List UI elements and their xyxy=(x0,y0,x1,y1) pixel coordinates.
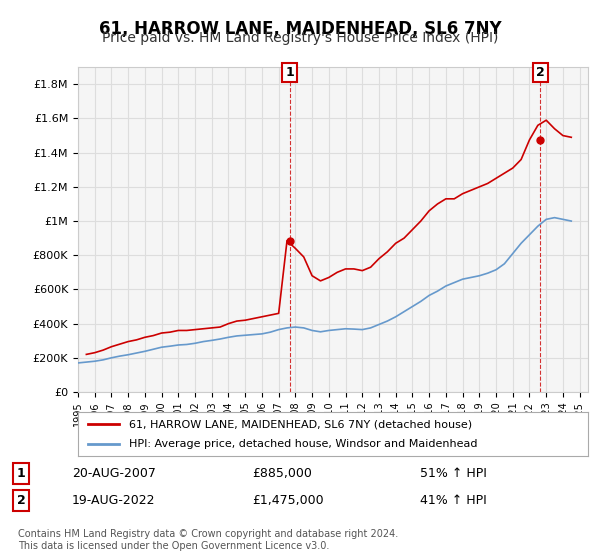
Text: £1,475,000: £1,475,000 xyxy=(252,494,323,507)
Text: 51% ↑ HPI: 51% ↑ HPI xyxy=(420,467,487,480)
Text: 61, HARROW LANE, MAIDENHEAD, SL6 7NY: 61, HARROW LANE, MAIDENHEAD, SL6 7NY xyxy=(98,20,502,38)
Text: 2: 2 xyxy=(536,66,545,79)
Text: HPI: Average price, detached house, Windsor and Maidenhead: HPI: Average price, detached house, Wind… xyxy=(129,439,478,449)
Text: 20-AUG-2007: 20-AUG-2007 xyxy=(72,467,156,480)
Text: Contains HM Land Registry data © Crown copyright and database right 2024.
This d: Contains HM Land Registry data © Crown c… xyxy=(18,529,398,551)
Text: 1: 1 xyxy=(17,467,25,480)
Text: 2: 2 xyxy=(17,494,25,507)
Text: 61, HARROW LANE, MAIDENHEAD, SL6 7NY (detached house): 61, HARROW LANE, MAIDENHEAD, SL6 7NY (de… xyxy=(129,419,472,429)
Text: 41% ↑ HPI: 41% ↑ HPI xyxy=(420,494,487,507)
Text: 1: 1 xyxy=(285,66,294,79)
Text: £885,000: £885,000 xyxy=(252,467,312,480)
Text: 19-AUG-2022: 19-AUG-2022 xyxy=(72,494,155,507)
Text: Price paid vs. HM Land Registry's House Price Index (HPI): Price paid vs. HM Land Registry's House … xyxy=(102,31,498,45)
